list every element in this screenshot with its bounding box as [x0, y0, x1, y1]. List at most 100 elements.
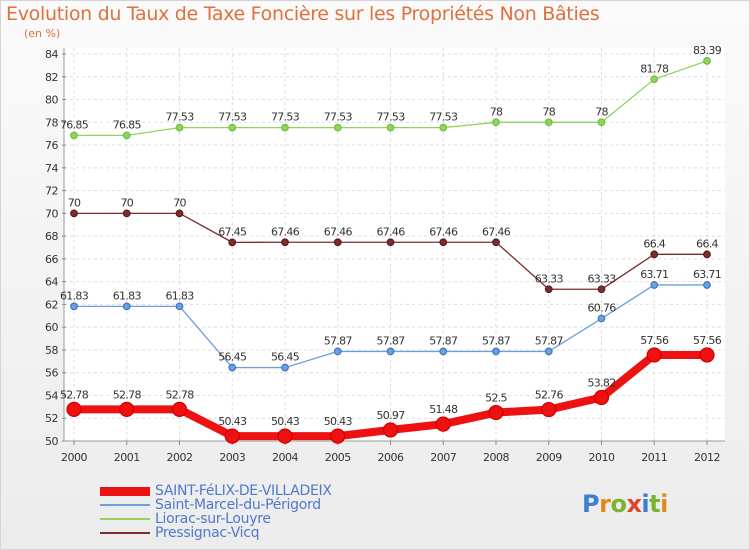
- data-point: [333, 238, 342, 247]
- data-point: [119, 401, 135, 417]
- data-label: 63.71: [640, 268, 668, 281]
- data-point: [544, 118, 553, 127]
- legend-item: SAINT-FéLIX-DE-VILLADEIX: [100, 483, 380, 499]
- data-label: 67.46: [271, 225, 300, 238]
- data-label: 78: [595, 105, 608, 118]
- y-tick-label: 76: [45, 139, 58, 152]
- data-point: [650, 250, 659, 259]
- proxiti-logo: Proxiti: [582, 490, 668, 518]
- legend-swatch: [100, 518, 150, 520]
- x-tick-label: 2008: [483, 451, 509, 464]
- data-point: [488, 404, 504, 421]
- data-label: 61.83: [113, 289, 142, 302]
- logo-letter: r: [599, 490, 611, 518]
- data-point: [330, 428, 346, 444]
- x-tick-label: 2004: [272, 451, 298, 464]
- y-tick-label: 80: [45, 94, 58, 107]
- y-tick-label: 62: [45, 298, 58, 311]
- data-label: 67.46: [324, 225, 353, 238]
- x-tick-label: 2005: [325, 451, 351, 464]
- data-point: [70, 131, 78, 140]
- data-point: [175, 302, 184, 311]
- logo-letter: i: [641, 490, 650, 518]
- y-tick-label: 54: [45, 389, 58, 402]
- x-tick-label: 2001: [114, 451, 140, 464]
- legend-swatch: [100, 486, 150, 496]
- data-point: [70, 209, 78, 218]
- legend: SAINT-FéLIX-DE-VILLADEIX Saint-Marcel-du-…: [100, 483, 380, 541]
- data-point: [175, 123, 184, 132]
- data-label: 56.45: [271, 351, 300, 364]
- data-point: [597, 314, 606, 323]
- y-tick-label: 84: [45, 48, 58, 61]
- data-label: 63.33: [588, 272, 617, 285]
- data-label: 57.87: [324, 334, 353, 347]
- y-tick-label: 64: [45, 276, 58, 289]
- chart-title: Evolution du Taux de Taxe Foncière sur l…: [6, 3, 600, 25]
- data-label: 78: [542, 105, 555, 118]
- data-label: 67.46: [482, 225, 511, 238]
- data-point: [281, 363, 289, 372]
- data-label: 52.5: [485, 392, 507, 405]
- data-label: 66.4: [696, 237, 718, 250]
- data-point: [122, 302, 131, 311]
- data-label: 52.78: [166, 388, 195, 401]
- data-point: [703, 250, 711, 259]
- x-tick-label: 2007: [430, 451, 456, 464]
- data-label: 77.53: [429, 111, 458, 124]
- data-point: [281, 123, 289, 132]
- legend-label: SAINT-FéLIX-DE-VILLADEIX: [155, 483, 332, 499]
- chart-subtitle: (en %): [24, 27, 61, 40]
- data-label: 67.46: [377, 225, 406, 238]
- data-label: 52.78: [113, 388, 142, 401]
- data-point: [224, 428, 240, 444]
- y-tick-label: 82: [45, 71, 58, 84]
- x-tick-label: 2009: [536, 451, 562, 464]
- y-tick-label: 70: [45, 207, 58, 220]
- data-point: [544, 347, 553, 356]
- data-label: 61.83: [60, 289, 89, 302]
- data-point: [541, 401, 557, 418]
- data-label: 77.53: [324, 111, 353, 124]
- data-label: 56.45: [218, 351, 247, 364]
- data-label: 77.53: [271, 111, 300, 124]
- data-point: [70, 302, 78, 311]
- data-label: 50.97: [377, 409, 406, 422]
- data-label: 70: [120, 196, 133, 209]
- data-point: [593, 389, 610, 406]
- data-label: 63.71: [693, 268, 721, 281]
- x-tick-label: 2003: [219, 451, 245, 464]
- data-point: [439, 238, 448, 247]
- y-tick-label: 52: [45, 412, 58, 425]
- data-label: 57.87: [429, 334, 458, 347]
- legend-label: Saint-Marcel-du-Périgord: [155, 497, 321, 513]
- data-point: [650, 281, 659, 289]
- data-label: 51.48: [429, 403, 458, 416]
- y-tick-label: 58: [45, 344, 58, 357]
- data-point: [386, 123, 395, 132]
- data-point: [492, 347, 500, 356]
- data-point: [597, 118, 606, 127]
- data-point: [597, 285, 606, 294]
- x-tick-label: 2006: [378, 451, 404, 464]
- data-label: 57.56: [693, 334, 722, 347]
- data-label: 76.85: [60, 118, 89, 131]
- x-tick-label: 2012: [694, 451, 720, 464]
- data-point: [333, 123, 342, 132]
- series-2: 76.85 76.85 77.53 77.53 77.53 77.53 77.53 77.53…: [60, 44, 722, 140]
- data-label: 67.46: [429, 225, 458, 238]
- legend-label: Liorac-sur-Louyre: [155, 511, 271, 527]
- data-point: [386, 347, 395, 356]
- series-3: 70 70 70 67.45 67.46 67.46 67.46 67.46 67.46 63.3…: [68, 196, 719, 294]
- y-tick-label: 78: [45, 116, 58, 129]
- data-label: 66.4: [643, 237, 665, 250]
- data-point: [703, 281, 711, 289]
- data-point: [439, 347, 448, 356]
- data-point: [66, 401, 82, 417]
- x-tick-label: 2010: [589, 451, 615, 464]
- series-0: 52.78 52.78 52.78 50.43 50.43 50.43 50.97 51.48…: [60, 334, 722, 444]
- data-point: [228, 363, 237, 372]
- data-label: 70: [68, 196, 81, 209]
- data-point: [171, 401, 188, 417]
- data-label: 53.82: [588, 377, 616, 390]
